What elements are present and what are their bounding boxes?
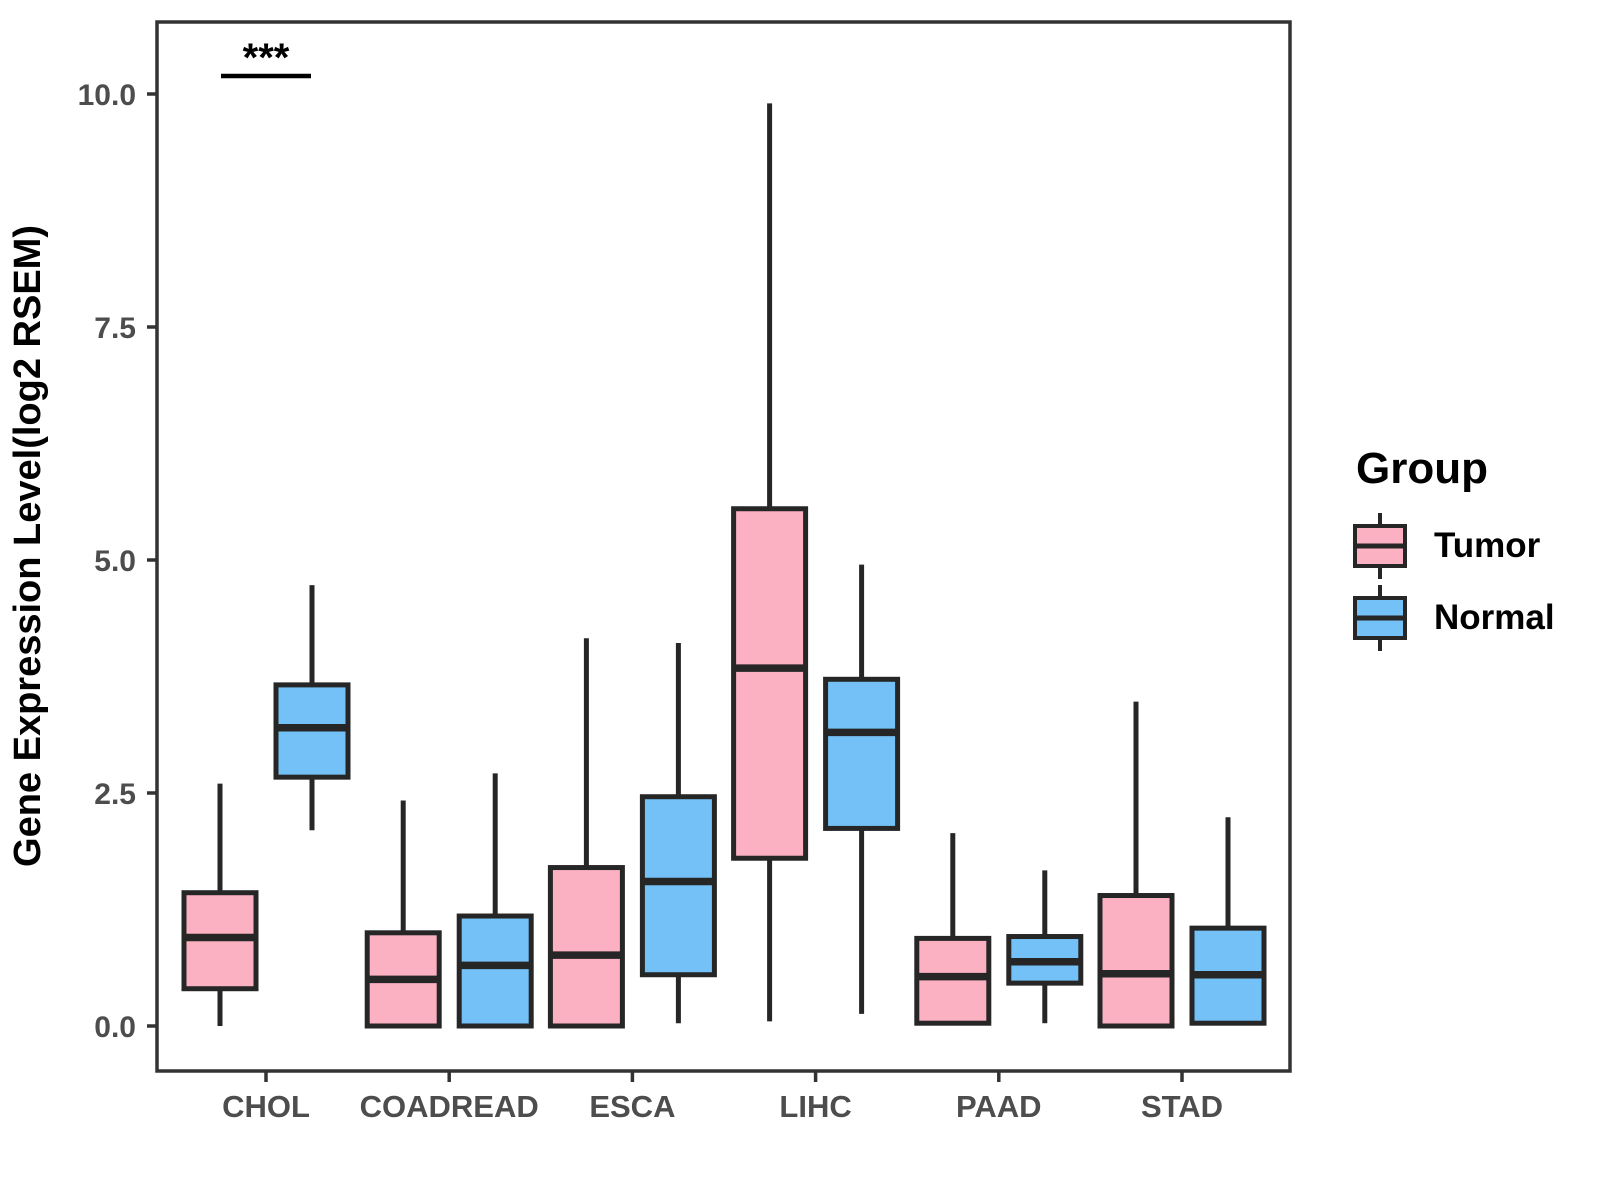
x-tick-label-LIHC: LIHC bbox=[779, 1089, 851, 1124]
x-tick-label-COADREAD: COADREAD bbox=[360, 1089, 539, 1124]
box-tumor-stad bbox=[1097, 893, 1175, 1029]
x-tick-label-CHOL: CHOL bbox=[222, 1089, 310, 1124]
y-tick-label-2.5: 2.5 bbox=[94, 778, 136, 811]
legend-label-normal: Normal bbox=[1434, 598, 1555, 637]
legend: Group Tumor Normal bbox=[1352, 444, 1555, 654]
panel-frame bbox=[155, 20, 1292, 1073]
y-tick-label-10.0: 10.0 bbox=[78, 79, 136, 112]
legend-label-tumor: Tumor bbox=[1434, 526, 1541, 565]
legend-item-tumor: Tumor bbox=[1352, 510, 1555, 582]
y-tick-label-5.0: 5.0 bbox=[94, 545, 136, 578]
x-tick-label-STAD: STAD bbox=[1141, 1089, 1223, 1124]
x-tick-label-ESCA: ESCA bbox=[589, 1089, 675, 1124]
y-axis-title: Gene Expression Level(log2 RSEM) bbox=[7, 225, 49, 867]
box-tumor-paad bbox=[914, 935, 992, 1026]
legend-glyph-normal-boxplot-icon bbox=[1353, 585, 1407, 651]
significance-label-chol: *** bbox=[243, 36, 290, 80]
y-tick-label-0.0: 0.0 bbox=[94, 1011, 136, 1044]
legend-title: Group bbox=[1356, 444, 1488, 493]
box-normal-coadread bbox=[456, 913, 534, 1029]
legend-items: Tumor Normal bbox=[1352, 510, 1555, 654]
box-tumor-lihc bbox=[731, 506, 809, 861]
y-tick-label-7.5: 7.5 bbox=[94, 312, 136, 345]
legend-item-normal: Normal bbox=[1352, 582, 1555, 654]
box-normal-lihc bbox=[823, 676, 901, 831]
legend-glyph-tumor-boxplot-icon bbox=[1353, 513, 1407, 579]
x-tick-label-PAAD: PAAD bbox=[956, 1089, 1042, 1124]
box-normal-esca bbox=[639, 794, 717, 978]
box-tumor-esca bbox=[547, 865, 625, 1029]
